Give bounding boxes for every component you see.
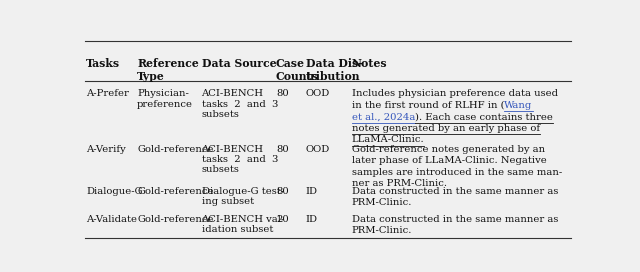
Text: PRM-Clinic.: PRM-Clinic. — [352, 226, 412, 235]
Text: Wang: Wang — [504, 101, 532, 110]
Text: Data constructed in the same manner as: Data constructed in the same manner as — [352, 215, 558, 224]
Text: OOD: OOD — [306, 145, 330, 154]
Text: Gold-reference: Gold-reference — [137, 145, 214, 154]
Text: Dialogue-G: Dialogue-G — [86, 187, 143, 196]
Text: 80: 80 — [276, 89, 289, 98]
Text: in the first round of RLHF in (: in the first round of RLHF in ( — [352, 101, 504, 110]
Text: et al., 2024a: et al., 2024a — [352, 112, 415, 121]
Text: 80: 80 — [276, 145, 289, 154]
Text: Reference
Type: Reference Type — [137, 58, 199, 82]
Text: A-Prefer: A-Prefer — [86, 89, 129, 98]
Text: 80: 80 — [276, 187, 289, 196]
Text: A-Verify: A-Verify — [86, 145, 125, 154]
Text: Includes physician preference data used: Includes physician preference data used — [352, 89, 558, 98]
Text: notes generated by an early phase of: notes generated by an early phase of — [352, 124, 540, 133]
Text: Gold-reference: Gold-reference — [137, 187, 214, 196]
Text: ID: ID — [306, 215, 317, 224]
Text: Data Source: Data Source — [202, 58, 276, 69]
Text: Gold-reference notes generated by an: Gold-reference notes generated by an — [352, 145, 545, 154]
Text: Dialogue-G test-
ing subset: Dialogue-G test- ing subset — [202, 187, 284, 206]
Text: ACI-BENCH val-
idation subset: ACI-BENCH val- idation subset — [202, 215, 285, 234]
Text: Gold-reference: Gold-reference — [137, 215, 214, 224]
Text: samples are introduced in the same man-: samples are introduced in the same man- — [352, 168, 562, 177]
Text: later phase of LLaMA-Clinic. Negative: later phase of LLaMA-Clinic. Negative — [352, 156, 547, 165]
Text: ). Each case contains three: ). Each case contains three — [415, 112, 553, 121]
Text: ACI-BENCH
tasks  2  and  3
subsets: ACI-BENCH tasks 2 and 3 subsets — [202, 89, 278, 119]
Text: Data Dis-
tribution: Data Dis- tribution — [306, 58, 362, 82]
Text: OOD: OOD — [306, 89, 330, 98]
Text: Notes: Notes — [352, 58, 387, 69]
Text: ACI-BENCH
tasks  2  and  3
subsets: ACI-BENCH tasks 2 and 3 subsets — [202, 145, 278, 175]
Text: PRM-Clinic.: PRM-Clinic. — [352, 198, 412, 207]
Text: Tasks: Tasks — [86, 58, 120, 69]
Text: A-Validate: A-Validate — [86, 215, 137, 224]
Text: ner as PRM-Clinic.: ner as PRM-Clinic. — [352, 179, 447, 188]
Text: Case
Counts: Case Counts — [276, 58, 319, 82]
Text: Physician-
preference: Physician- preference — [137, 89, 193, 109]
Text: ID: ID — [306, 187, 317, 196]
Text: LLaMA-Clinic.: LLaMA-Clinic. — [352, 135, 424, 144]
Text: Data constructed in the same manner as: Data constructed in the same manner as — [352, 187, 558, 196]
Text: 20: 20 — [276, 215, 289, 224]
